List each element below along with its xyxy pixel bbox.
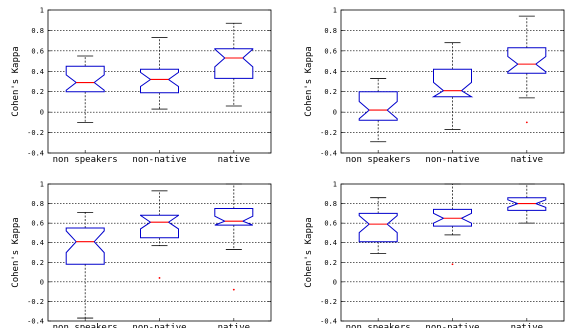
chart-panel-3: -0.4 -0.2 0 0.2 0.4 0.6 0.8 1 Cohen's Kappa non s… — [11, 181, 272, 328]
y-tick-label: -0.2 — [27, 298, 44, 306]
box-body — [140, 68, 179, 94]
box-3 — [507, 183, 547, 224]
y-tick-label: -0.4 — [27, 318, 44, 326]
y-tick-label: 0.6 — [324, 47, 337, 55]
y-tick-label: 0 — [40, 278, 44, 286]
y-axis-title: Cohen's Kappa — [11, 46, 21, 116]
box-body — [358, 212, 398, 243]
x-category-label: non speakers — [53, 323, 118, 328]
y-axis-title: Cohen's Kappa — [304, 46, 314, 116]
outlier-point — [158, 277, 161, 279]
box-3 — [214, 22, 254, 107]
y-tick-label: 0.2 — [31, 88, 44, 96]
y-tick-label: 0.6 — [31, 220, 44, 228]
y-tick-label: 0.8 — [324, 200, 337, 208]
x-category-label: non-native — [425, 323, 479, 328]
chart-panel-2: -0.4 -0.2 0 0.2 0.4 0.6 0.8 1 Cohen's Kappa non s… — [304, 7, 565, 165]
y-tick-label: 1 — [333, 7, 337, 15]
y-tick-label: 1 — [40, 7, 44, 15]
box-1 — [358, 197, 398, 254]
y-tick-label: 0.6 — [31, 47, 44, 55]
y-tick-label: 0.4 — [324, 68, 337, 76]
y-tick-label: -0.4 — [320, 318, 337, 326]
chart-panel-4: -0.4 -0.2 0 0.2 0.4 0.6 0.8 1 Cohen's Kappa non s… — [304, 181, 565, 328]
y-tick-label: 0 — [40, 109, 44, 117]
x-category-label: non-native — [132, 323, 186, 328]
box-body — [431, 68, 474, 98]
box-3 — [214, 183, 254, 291]
y-tick-label: -0.2 — [320, 298, 337, 306]
x-category-label: native — [218, 323, 251, 328]
y-tick-label: 1 — [333, 181, 337, 189]
x-category-label: native — [511, 155, 544, 165]
y-tick-label: 0.4 — [324, 239, 337, 247]
box-3 — [507, 15, 547, 124]
y-tick-label: 0.2 — [324, 259, 337, 267]
box-body — [140, 214, 179, 239]
box-2 — [140, 190, 179, 279]
y-tick-label: 0.2 — [324, 88, 337, 96]
box-2 — [431, 42, 474, 130]
y-tick-label: 0.8 — [31, 27, 44, 35]
x-category-label: non-native — [132, 155, 186, 165]
box-body — [65, 227, 105, 265]
x-category-label: non speakers — [346, 323, 411, 328]
outlier-point — [451, 263, 454, 266]
box-1 — [358, 78, 398, 143]
box-body — [65, 65, 105, 93]
x-category-label: native — [511, 323, 544, 328]
x-category-label: non speakers — [346, 155, 411, 165]
y-tick-label: 0 — [333, 278, 337, 286]
y-tick-label: -0.2 — [27, 129, 44, 137]
y-tick-label: 1 — [40, 181, 44, 189]
y-tick-label: 0.8 — [324, 27, 337, 35]
y-tick-label: 0.4 — [31, 239, 44, 247]
y-tick-label: 0 — [333, 109, 337, 117]
y-tick-label: -0.4 — [27, 150, 44, 158]
y-tick-label: 0.2 — [31, 259, 44, 267]
x-category-label: non speakers — [53, 155, 118, 165]
x-category-label: native — [218, 155, 251, 165]
y-axis-title: Cohen's Kappa — [11, 217, 21, 287]
y-tick-label: 0.4 — [31, 68, 44, 76]
chart-panel-1: -0.4 -0.2 0 0.2 0.4 0.6 0.8 1 Cohen's Kappa non s… — [11, 7, 272, 165]
outlier-point — [525, 121, 528, 124]
box-body — [507, 47, 547, 74]
box-2 — [433, 183, 472, 266]
outlier-point — [232, 288, 235, 291]
x-category-label: non-native — [425, 155, 479, 165]
box-body — [358, 91, 398, 121]
y-tick-label: -0.4 — [320, 150, 337, 158]
box-1 — [65, 55, 105, 123]
box-body — [214, 208, 254, 226]
box-2 — [140, 37, 179, 110]
y-tick-label: -0.2 — [320, 129, 337, 137]
box-body — [214, 48, 254, 79]
y-axis-title: Cohen's Kappa — [304, 217, 314, 287]
y-tick-label: 0.6 — [324, 220, 337, 228]
box-1 — [65, 211, 105, 319]
y-tick-label: 0.8 — [31, 200, 44, 208]
